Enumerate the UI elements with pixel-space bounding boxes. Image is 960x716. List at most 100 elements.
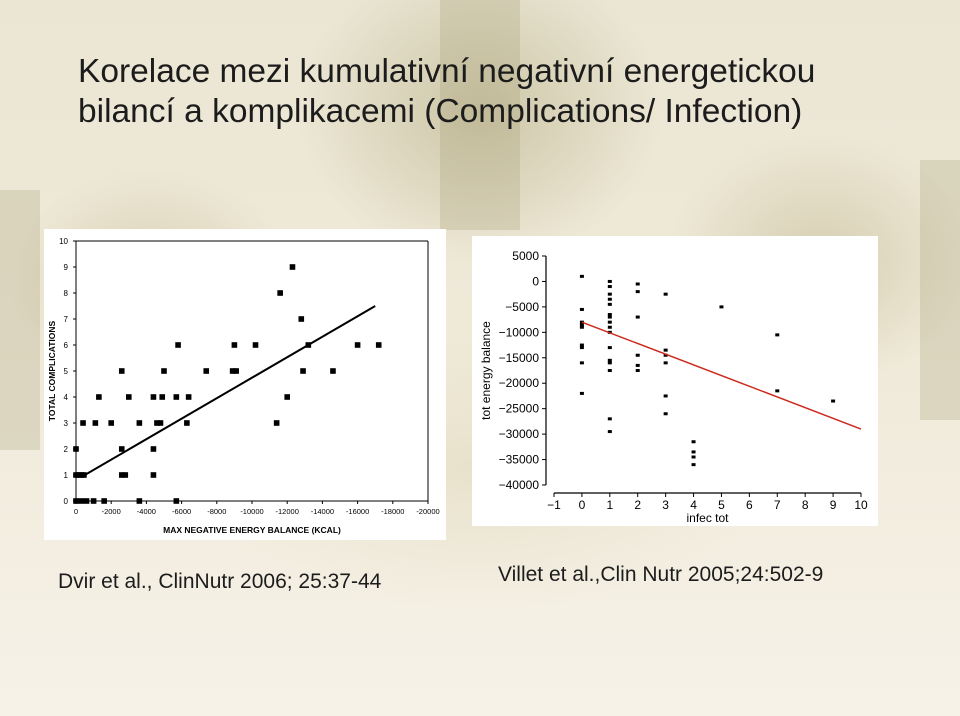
data-point (284, 394, 290, 400)
y-tick-label: 1 (64, 471, 69, 480)
data-point (635, 369, 640, 372)
x-tick-label: 0 (74, 507, 78, 516)
y-tick-label: 3 (64, 419, 69, 428)
data-point (607, 346, 612, 350)
data-point (118, 446, 125, 452)
data-point (298, 316, 305, 322)
data-point (775, 333, 780, 337)
y-tick-label: −20000 (499, 376, 540, 390)
data-point (203, 368, 210, 374)
data-point (607, 315, 612, 319)
data-point (126, 394, 132, 400)
data-point (233, 368, 239, 374)
data-point (607, 313, 612, 317)
x-axis-label: infec tot (686, 511, 729, 525)
data-point (300, 368, 306, 374)
data-point (154, 420, 160, 426)
data-point (92, 420, 99, 426)
data-point (175, 342, 181, 348)
x-tick-label: 9 (830, 498, 837, 512)
data-point (73, 446, 79, 452)
data-point (691, 455, 696, 459)
data-point (80, 420, 86, 426)
data-point (579, 346, 584, 350)
data-point (118, 472, 125, 478)
data-point (277, 290, 283, 296)
data-point (90, 498, 97, 504)
data-point (607, 430, 612, 434)
data-point (607, 302, 612, 306)
data-point (273, 420, 280, 426)
data-point (663, 353, 668, 357)
data-point (579, 391, 584, 395)
data-point (691, 440, 696, 444)
y-tick-label: −15000 (499, 351, 540, 365)
data-point (101, 498, 107, 504)
data-point (607, 297, 612, 301)
y-tick-label: −30000 (499, 427, 540, 441)
x-tick-label: -6000 (172, 507, 191, 516)
data-point (83, 498, 90, 504)
data-point (607, 369, 612, 372)
data-point (161, 368, 167, 374)
trendline (84, 305, 376, 476)
data-point (122, 472, 129, 478)
data-point (635, 282, 640, 286)
y-tick-label: −10000 (499, 325, 540, 339)
y-tick-label: −40000 (499, 478, 540, 492)
background-tower (920, 160, 960, 420)
data-point (330, 368, 336, 374)
data-point (375, 342, 382, 348)
data-point (173, 498, 180, 504)
data-point (150, 446, 157, 452)
y-tick-label: 5 (64, 367, 69, 376)
x-tick-label: -18000 (381, 507, 404, 516)
data-point (108, 420, 114, 426)
data-point (663, 348, 668, 352)
x-tick-label: 0 (579, 498, 586, 512)
x-tick-label: -4000 (137, 507, 156, 516)
y-axis-label: TOTAL COMPLICATIONS (47, 320, 57, 421)
x-tick-label: 5 (718, 498, 725, 512)
y-tick-label: 8 (64, 289, 69, 298)
data-point (136, 498, 143, 504)
data-point (607, 320, 612, 324)
data-point (607, 279, 612, 283)
x-tick-label: -10000 (240, 507, 263, 516)
data-point (663, 394, 668, 398)
chart-energy-vs-infections: 5000 0 −5000 −10000 −15000 −20000 −25000 −30000… (479, 249, 868, 525)
y-tick-label: 4 (64, 393, 69, 402)
data-point (691, 450, 696, 454)
background-tower (440, 0, 520, 230)
data-point (691, 463, 696, 467)
data-point (635, 363, 640, 367)
x-axis-label: MAX NEGATIVE ENERGY BALANCE (KCAL) (163, 525, 341, 535)
y-tick-label: 6 (64, 341, 69, 350)
x-tick-label: -12000 (276, 507, 299, 516)
y-tick-label: 0 (64, 497, 69, 506)
x-tick-label: 1 (606, 498, 613, 512)
data-point (607, 292, 612, 296)
y-tick-label: 7 (64, 315, 69, 324)
y-tick-label: 9 (64, 263, 69, 272)
data-point (607, 361, 612, 365)
x-tick-label: -14000 (311, 507, 334, 516)
data-point (229, 368, 236, 374)
y-tick-label: −5000 (505, 300, 539, 314)
citation-dvir: Dvir et al., ClinNutr 2006; 25:37-44 (58, 570, 382, 593)
data-point (607, 358, 612, 362)
citation-villet: Villet et al.,Clin Nutr 2005;24:502-9 (498, 563, 824, 586)
data-point (252, 342, 259, 348)
data-point (354, 342, 361, 348)
data-point (136, 420, 143, 426)
x-tick-label: -2000 (102, 507, 121, 516)
data-point (663, 412, 668, 416)
data-point (635, 290, 640, 294)
y-tick-label: −35000 (499, 453, 540, 467)
data-point (150, 394, 157, 400)
y-tick-label: −25000 (499, 402, 540, 416)
data-point (231, 342, 238, 348)
data-point (289, 264, 296, 270)
data-point (579, 343, 584, 347)
data-point (159, 394, 166, 400)
